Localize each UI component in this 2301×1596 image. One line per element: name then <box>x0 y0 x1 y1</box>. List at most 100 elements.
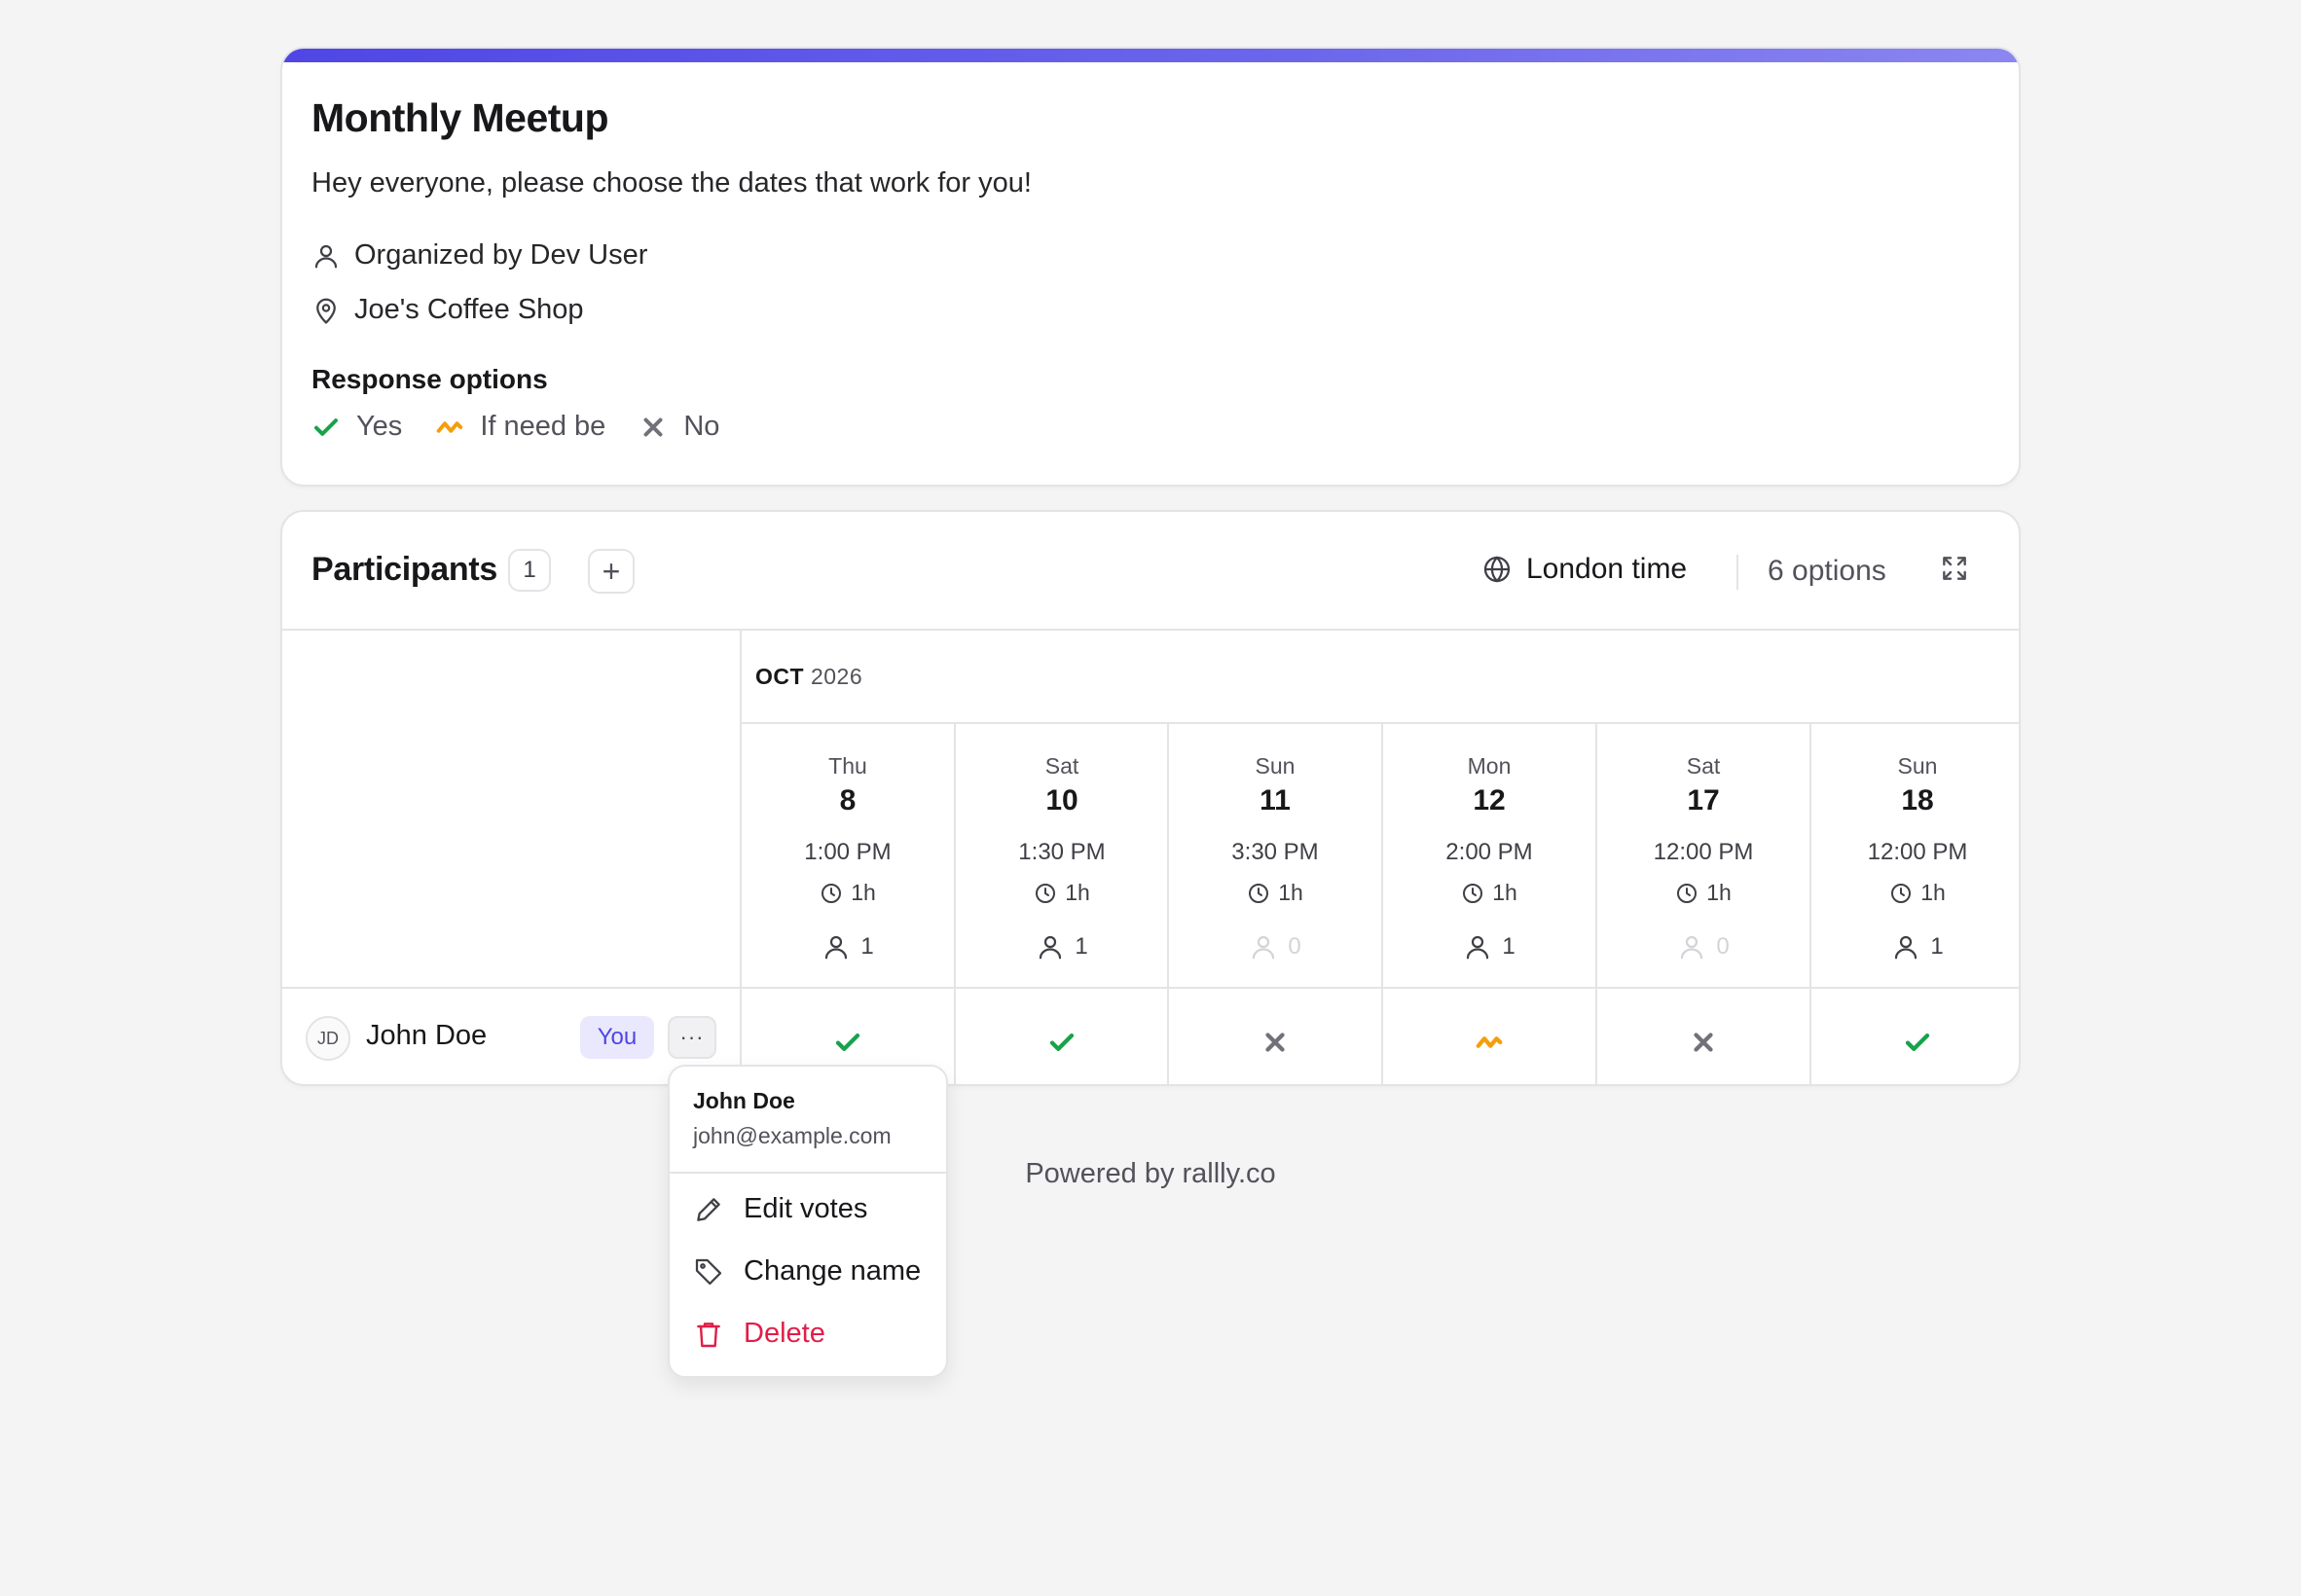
poll-card: Monthly Meetup Hey everyone, please choo… <box>280 47 2021 487</box>
option-time: 12:00 PM <box>1867 839 1968 865</box>
count-text: 1 <box>1075 933 1088 960</box>
participants-card: Participants 1 + London time 6 options O… <box>280 510 2021 1086</box>
option-participant-count: 0 <box>1169 932 1381 961</box>
clock-icon <box>1036 883 1056 903</box>
pencil-icon <box>697 1197 720 1221</box>
change-name-label: Change name <box>744 1255 922 1287</box>
option-participant-count: 1 <box>956 932 1168 961</box>
map-pin-icon <box>316 298 336 324</box>
globe-icon <box>1483 556 1511 583</box>
duration-text: 1h <box>1278 880 1303 905</box>
timezone-label: London time <box>1526 553 1688 585</box>
legend-yes-label: Yes <box>356 411 403 442</box>
count-text: 0 <box>1288 933 1301 960</box>
options-count: 6 options <box>1768 555 1886 587</box>
user-icon <box>1467 935 1489 960</box>
option-column: Thu 8 1:00 PM 1h 1 <box>742 724 954 987</box>
vote-cell <box>1169 997 1381 1084</box>
user-icon <box>314 244 338 268</box>
check-icon <box>1905 1034 1930 1051</box>
user-icon <box>825 935 848 960</box>
count-text: 1 <box>1930 933 1944 960</box>
month-row-border <box>740 722 2019 724</box>
option-duration: 1h <box>1383 880 1595 906</box>
option-day: 8 <box>839 784 857 816</box>
x-icon <box>1265 1033 1285 1052</box>
option-time: 1:30 PM <box>1018 839 1106 865</box>
header-divider <box>1736 555 1738 590</box>
col-divider <box>1167 722 1169 1084</box>
option-participant-count: 1 <box>1383 932 1595 961</box>
option-participant-count: 0 <box>1597 932 1809 961</box>
vote-cell <box>1597 997 1809 1084</box>
legend-yes: Yes <box>311 411 402 443</box>
option-day: 10 <box>1045 784 1078 816</box>
option-day: 18 <box>1901 784 1934 816</box>
legend-ifneedbe-label: If need be <box>480 411 606 442</box>
poll-description: Hey everyone, please choose the dates th… <box>311 167 1032 199</box>
delete-menu-item[interactable]: Delete <box>693 1318 825 1350</box>
option-day: 11 <box>1260 784 1291 816</box>
check-icon <box>1049 1034 1075 1051</box>
change-name-menu-item[interactable]: Change name <box>693 1255 921 1288</box>
option-participant-count: 1 <box>1811 932 2019 961</box>
check-icon <box>835 1034 860 1051</box>
timezone-button[interactable]: London time <box>1481 553 1687 586</box>
participant-more-button[interactable]: ··· <box>668 1016 716 1059</box>
if-need-be-icon <box>437 420 463 433</box>
option-time: 12:00 PM <box>1653 839 1754 865</box>
option-duration: 1h <box>742 880 954 906</box>
option-weekday: Thu <box>828 753 867 779</box>
table-top-border <box>282 629 2019 631</box>
legend-no: No <box>639 411 719 443</box>
option-duration: 1h <box>1811 880 2019 906</box>
option-column: Sun 11 3:30 PM 1h 0 <box>1169 724 1381 987</box>
user-icon <box>1253 935 1275 960</box>
duration-text: 1h <box>1065 880 1090 905</box>
check-icon <box>314 417 338 436</box>
participant-name: John Doe <box>366 1020 488 1051</box>
user-icon <box>1040 935 1062 960</box>
participant-menu: John Doe john@example.com Edit votes Cha… <box>668 1065 948 1378</box>
option-weekday: Sat <box>1686 753 1721 779</box>
edit-votes-label: Edit votes <box>744 1193 868 1224</box>
option-weekday: Sun <box>1255 753 1296 779</box>
clock-icon <box>1891 883 1912 903</box>
location-row: Joe's Coffee Shop <box>311 294 584 326</box>
col-divider <box>1595 722 1597 1084</box>
x-icon <box>643 417 663 436</box>
legend-no-label: No <box>683 411 720 442</box>
expand-icon[interactable] <box>1939 553 1970 584</box>
you-badge: You <box>580 1016 654 1059</box>
user-icon <box>1681 935 1703 960</box>
powered-by-footer[interactable]: Powered by rallly.co <box>1025 1158 1276 1189</box>
count-text: 1 <box>1502 933 1516 960</box>
option-weekday: Sun <box>1897 753 1938 779</box>
vote-cell <box>1383 997 1595 1084</box>
clock-icon <box>1463 883 1483 903</box>
avatar: JD <box>306 1016 350 1061</box>
option-column: Sun 18 12:00 PM 1h 1 <box>1811 724 2019 987</box>
response-options-title: Response options <box>311 364 548 394</box>
option-duration: 1h <box>956 880 1168 906</box>
option-time: 1:00 PM <box>804 839 892 865</box>
col-divider <box>954 722 956 1084</box>
add-participant-button[interactable]: + <box>588 549 635 594</box>
option-day: 12 <box>1473 784 1506 816</box>
col-divider <box>1809 722 1811 1084</box>
edit-votes-menu-item[interactable]: Edit votes <box>693 1193 867 1225</box>
option-column: Sat 10 1:30 PM 1h 1 <box>956 724 1168 987</box>
vote-cell <box>1811 997 2019 1084</box>
duration-text: 1h <box>1920 880 1946 905</box>
name-column-border <box>740 629 742 1084</box>
if-need-be-icon <box>1476 1036 1503 1048</box>
duration-text: 1h <box>851 880 876 905</box>
duration-text: 1h <box>1492 880 1517 905</box>
x-icon <box>1694 1033 1713 1052</box>
header-bottom-border <box>282 987 2019 989</box>
organizer-text: Organized by Dev User <box>354 239 648 271</box>
participants-title: Participants <box>311 551 498 588</box>
option-column: Sat 17 12:00 PM 1h 0 <box>1597 724 1809 987</box>
option-column: Mon 12 2:00 PM 1h 1 <box>1383 724 1595 987</box>
participant-count-badge: 1 <box>508 549 551 592</box>
